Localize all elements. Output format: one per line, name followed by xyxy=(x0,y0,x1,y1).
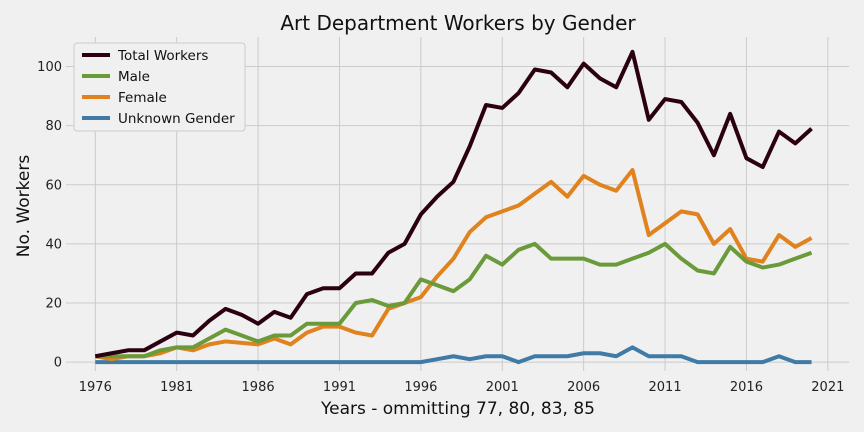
series-line-total-workers xyxy=(94,49,813,359)
legend-label-unknown-gender: Unknown Gender xyxy=(118,111,235,127)
x-tick-label: 2006 xyxy=(567,380,600,395)
legend-entry-total-workers: Total Workers xyxy=(82,48,208,64)
series-lines xyxy=(94,49,813,365)
tick-labels: 1976 1981 1986 1991 1996 2001 2006 2011 2016 2021… xyxy=(37,60,844,395)
x-axis-label: Years - ommitting 77, 80, 83, 85 xyxy=(320,399,595,419)
legend-box xyxy=(73,42,246,132)
y-tick-label: 20 xyxy=(45,297,62,312)
x-tick-label: 2011 xyxy=(649,380,682,395)
legend-label-total-workers: Total Workers xyxy=(117,48,208,64)
x-tick-label: 1996 xyxy=(404,380,437,395)
legend-entry-male: Male xyxy=(82,69,150,85)
series-line-unknown-gender xyxy=(95,345,812,365)
x-tick-label: 2021 xyxy=(811,380,844,395)
x-tick-label: 1986 xyxy=(242,380,275,395)
y-tick-label: 100 xyxy=(37,60,62,75)
legend-label-female: Female xyxy=(118,90,167,106)
y-tick-label: 40 xyxy=(45,237,62,252)
y-tick-label: 0 xyxy=(54,356,62,371)
x-tick-label: 2016 xyxy=(730,380,763,395)
legend-entry-female: Female xyxy=(82,90,167,106)
chart-title: Art Department Workers by Gender xyxy=(280,11,636,35)
x-tick-label: 2001 xyxy=(486,380,519,395)
series-line-male xyxy=(95,241,813,359)
y-tick-label: 80 xyxy=(45,119,62,134)
legend: Total Workers Male Female Unknown Gender xyxy=(73,42,246,132)
x-tick-label: 1991 xyxy=(323,380,356,395)
y-tick-label: 60 xyxy=(45,178,62,193)
y-axis-label: No. Workers xyxy=(14,155,34,258)
series-line-female xyxy=(94,168,813,362)
x-tick-label: 1976 xyxy=(79,380,112,395)
legend-entry-unknown-gender: Unknown Gender xyxy=(82,111,235,127)
legend-label-male: Male xyxy=(118,69,150,85)
x-tick-label: 1981 xyxy=(160,380,193,395)
